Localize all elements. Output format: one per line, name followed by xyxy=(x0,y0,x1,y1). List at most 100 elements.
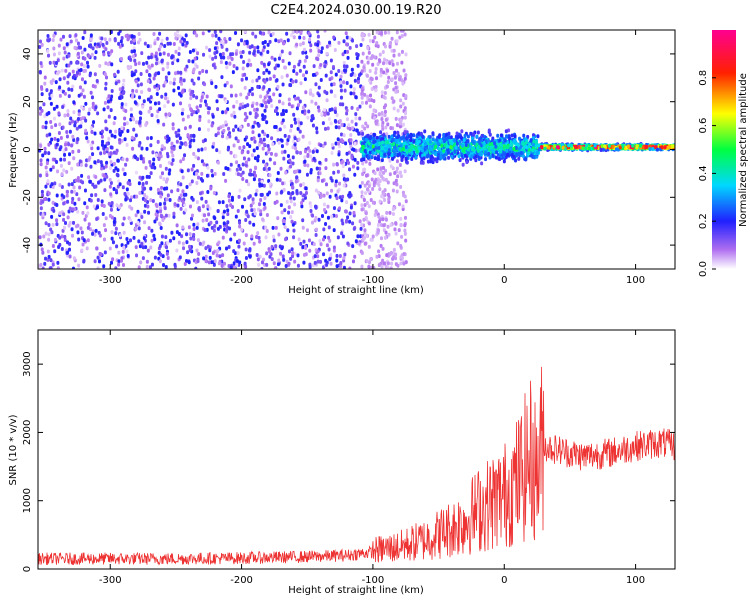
heatmap-cell xyxy=(298,150,302,155)
heatmap-cell xyxy=(41,125,45,130)
heatmap-cell xyxy=(380,136,384,141)
heatmap-cell xyxy=(305,228,309,233)
heatmap-cell xyxy=(153,219,157,224)
heatmap-cell xyxy=(410,156,414,161)
heatmap-cell xyxy=(171,61,175,66)
heatmap-cell xyxy=(66,108,70,113)
heatmap-cell xyxy=(211,33,215,38)
heatmap-cell xyxy=(494,144,498,149)
heatmap-cell xyxy=(237,163,241,168)
heatmap-cell xyxy=(207,106,211,111)
heatmap-cell xyxy=(76,162,80,167)
heatmap-cell xyxy=(196,51,200,56)
heatmap-cell xyxy=(68,121,72,126)
heatmap-cell xyxy=(305,55,309,60)
heatmap-cell xyxy=(196,156,200,161)
heatmap-cell xyxy=(68,206,72,211)
heatmap-cell xyxy=(192,151,196,156)
heatmap-cell xyxy=(81,88,85,93)
heatmap-cell xyxy=(112,161,116,166)
heatmap-cell xyxy=(103,72,107,77)
heatmap-cell xyxy=(117,204,121,209)
heatmap-cell xyxy=(386,224,390,229)
heatmap-cell xyxy=(71,207,75,212)
heatmap-cell xyxy=(137,32,141,37)
heatmap-cell xyxy=(330,178,334,183)
heatmap-cell xyxy=(39,162,43,167)
heatmap-cell xyxy=(137,181,141,186)
heatmap-cell xyxy=(347,161,351,166)
heatmap-cell xyxy=(335,162,339,167)
heatmap-cell xyxy=(204,102,208,107)
heatmap-cell xyxy=(258,254,262,259)
heatmap-cell xyxy=(67,53,71,58)
heatmap-cell xyxy=(263,205,267,210)
heatmap-cell xyxy=(79,226,83,231)
heatmap-cell xyxy=(225,65,229,70)
heatmap-cell xyxy=(282,219,286,224)
heatmap-cell xyxy=(321,237,325,242)
heatmap-cell xyxy=(503,144,507,149)
heatmap-cell xyxy=(398,77,402,82)
heatmap-cell xyxy=(314,101,318,106)
heatmap-cell xyxy=(65,189,69,194)
heatmap-cell xyxy=(390,59,394,64)
heatmap-cell xyxy=(402,68,406,73)
heatmap-cell xyxy=(447,131,451,136)
heatmap-cell xyxy=(95,246,99,251)
heatmap-cell xyxy=(62,149,66,154)
heatmap-cell xyxy=(219,94,223,99)
heatmap-cell xyxy=(409,132,413,137)
heatmap-cell xyxy=(348,219,352,224)
heatmap-cell xyxy=(154,51,158,56)
heatmap-cell xyxy=(51,38,55,43)
heatmap-cell xyxy=(130,195,134,200)
heatmap-cell xyxy=(478,136,482,141)
heatmap-cell xyxy=(89,33,93,38)
heatmap-cell xyxy=(113,38,117,43)
heatmap-cell xyxy=(280,210,284,215)
heatmap-cell xyxy=(230,113,234,118)
heatmap-cell xyxy=(214,84,218,89)
heatmap-cell xyxy=(377,112,381,117)
heatmap-cell xyxy=(393,171,397,176)
heatmap-cell xyxy=(350,67,354,72)
heatmap-cell xyxy=(454,145,458,150)
heatmap-cell xyxy=(232,64,236,69)
heatmap-cell xyxy=(103,177,107,182)
heatmap-cell xyxy=(168,168,172,173)
heatmap-cell xyxy=(381,217,385,222)
heatmap-cell xyxy=(253,173,257,178)
heatmap-cell xyxy=(52,116,56,121)
heatmap-cell xyxy=(149,171,153,176)
heatmap-cell xyxy=(266,50,270,55)
heatmap-cell xyxy=(96,180,100,185)
heatmap-cell xyxy=(53,181,57,186)
heatmap-cell xyxy=(238,188,242,193)
heatmap-cell xyxy=(242,156,246,161)
heatmap-cell xyxy=(203,99,207,104)
heatmap-cell xyxy=(291,251,295,256)
heatmap-cell xyxy=(510,133,514,138)
heatmap-cell xyxy=(477,155,481,160)
heatmap-cell xyxy=(348,141,352,146)
heatmap-cell xyxy=(493,141,497,146)
heatmap-cell xyxy=(275,191,279,196)
heatmap-cell xyxy=(256,49,260,54)
heatmap-cell xyxy=(285,31,289,36)
heatmap-cell xyxy=(213,259,217,264)
heatmap-cell xyxy=(354,122,358,127)
heatmap-cell xyxy=(470,147,474,152)
heatmap-cell xyxy=(340,218,344,223)
heatmap-cell xyxy=(268,181,272,186)
heatmap-cell xyxy=(47,237,51,242)
heatmap-cell xyxy=(367,260,371,265)
heatmap-cell xyxy=(412,133,416,138)
heatmap-cell xyxy=(54,60,58,65)
heatmap-cell xyxy=(94,184,98,189)
heatmap-cell xyxy=(124,102,128,107)
heatmap-cell xyxy=(238,260,242,265)
heatmap-cell xyxy=(296,103,300,108)
heatmap-cell xyxy=(368,38,372,43)
heatmap-cell xyxy=(367,221,371,226)
